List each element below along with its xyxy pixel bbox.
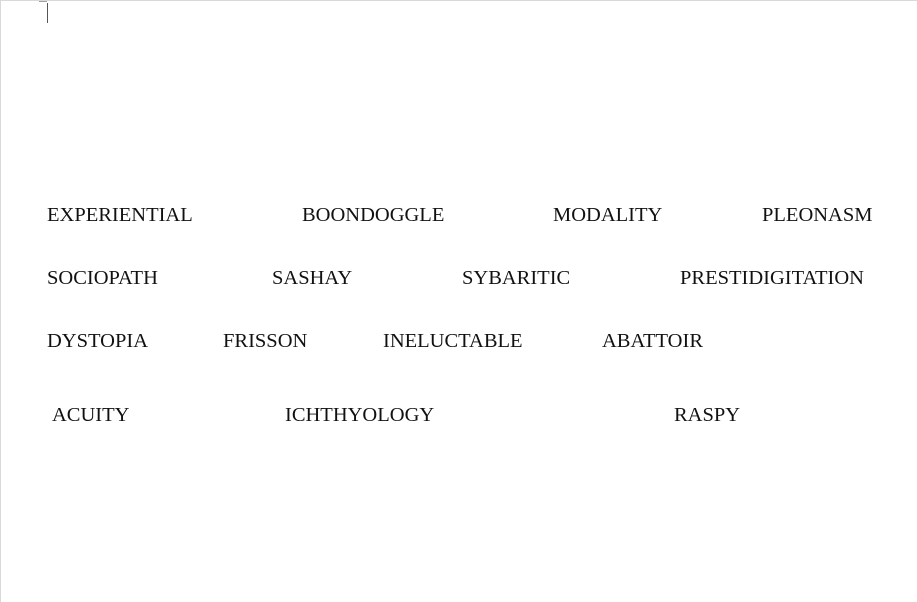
word-ineluctable: INELUCTABLE — [383, 330, 523, 352]
text-cursor — [47, 3, 48, 23]
word-prestidigitation: PRESTIDIGITATION — [680, 267, 864, 289]
word-experiential: EXPERIENTIAL — [47, 204, 193, 226]
word-acuity: ACUITY — [52, 404, 130, 426]
word-sybaritic: SYBARITIC — [462, 267, 571, 289]
word-abattoir: ABATTOIR — [602, 330, 703, 352]
word-sociopath: SOCIOPATH — [47, 267, 158, 289]
word-frisson: FRISSON — [223, 330, 308, 352]
word-sashay: SASHAY — [272, 267, 353, 289]
word-raspy: RASPY — [674, 404, 741, 426]
word-dystopia: DYSTOPIA — [47, 330, 148, 352]
word-modality: MODALITY — [553, 204, 663, 226]
page-corner-mark — [39, 1, 47, 2]
word-boondoggle: BOONDOGGLE — [302, 204, 445, 226]
word-ichthyology: ICHTHYOLOGY — [285, 404, 435, 426]
word-pleonasm: PLEONASM — [762, 204, 873, 226]
